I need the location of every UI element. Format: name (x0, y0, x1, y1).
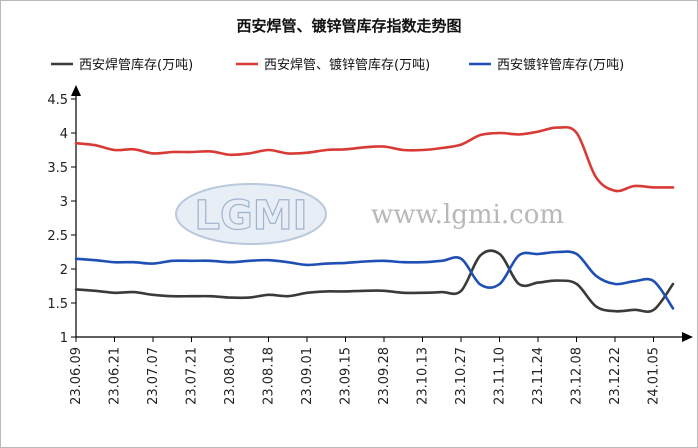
watermark: LGMI www.lgmi.com (175, 183, 564, 245)
x-tick-label: 23.06.09 (69, 347, 84, 405)
legend-label: 西安焊管、镀锌管库存(万吨) (264, 57, 430, 73)
x-tick-label: 23.06.21 (108, 347, 123, 405)
series-layer (74, 125, 675, 313)
x-tick-label: 23.08.18 (262, 347, 277, 405)
legend: 西安焊管库存(万吨) 西安焊管、镀锌管库存(万吨) 西安镀锌管库存(万吨) (51, 57, 624, 73)
y-tick-label: 4.5 (47, 93, 68, 108)
y-tick-label: 4 (60, 127, 68, 142)
watermark-logo: LGMI (194, 193, 307, 239)
watermark-logo-ellipse (175, 183, 327, 245)
y-axis-arrow (71, 85, 81, 96)
y-tick-label: 2 (60, 263, 68, 278)
y-tick-label: 3 (60, 195, 68, 210)
x-tick-label: 23.08.04 (223, 347, 238, 405)
series-line-galvanized-pipe (74, 250, 675, 310)
series-line-welded-galvanized-total (74, 125, 675, 193)
chart-title: 西安焊管、镀锌管库存指数走势图 (236, 17, 461, 35)
x-tick-label: 23.12.22 (608, 347, 623, 405)
x-tick-label: 23.09.15 (339, 347, 354, 405)
legend-label: 西安镀锌管库存(万吨) (497, 57, 624, 73)
x-tick-label: 23.10.13 (416, 347, 431, 405)
y-tick-label: 1 (60, 331, 68, 346)
y-tick-label: 3.5 (47, 161, 68, 176)
y-tick-label: 2.5 (47, 229, 68, 244)
x-tick-label: 24.01.05 (647, 347, 662, 405)
legend-label: 西安焊管库存(万吨) (79, 57, 193, 73)
series-line-welded-pipe (74, 249, 675, 313)
watermark-url: www.lgmi.com (371, 200, 564, 230)
x-tick-label: 23.10.27 (454, 347, 469, 405)
x-tick-label: 23.07.21 (185, 347, 200, 405)
x-axis-arrow (682, 332, 693, 342)
x-tick-label: 23.11.24 (531, 347, 546, 405)
axes: 1 1.5 2 2.5 3 3.5 4 4.5 23.06.09 23.06.21 23.07.07… (47, 85, 693, 405)
x-tick-label: 23.09.28 (377, 347, 392, 405)
x-tick-label: 23.09.01 (300, 347, 315, 405)
y-tick-label: 1.5 (47, 297, 68, 312)
x-tick-label: 23.11.10 (493, 347, 508, 405)
x-tick-label: 23.07.07 (146, 347, 161, 405)
x-tick-label: 23.12.08 (570, 347, 585, 405)
